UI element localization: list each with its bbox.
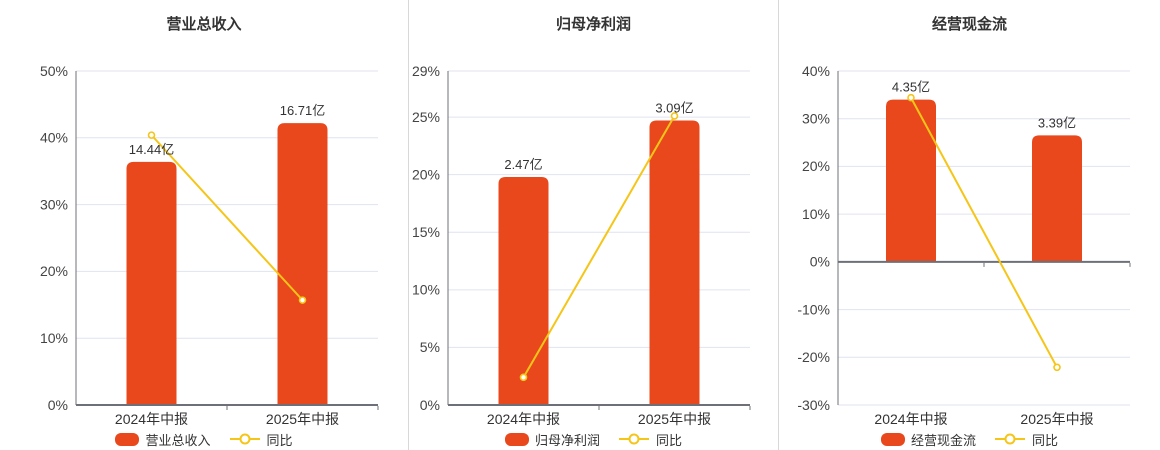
chart-title: 归母净利润 [555,16,631,33]
y-axis-tick-label: 10% [802,206,830,222]
legend-item-bar-series[interactable]: 营业总收入 [115,430,211,449]
y-axis-tick-label: 25% [412,109,440,125]
bar-value-label: 14.44亿 [129,142,175,157]
legend-bar-label: 经营现金流 [910,432,976,448]
chart-panel-operating-cash-flow: 经营现金流 40% 30% 20% 10% 0% -10% -20% -30% 4.35亿 3.3… [778,0,1160,450]
y-axis-tick-label: 50% [40,63,68,79]
yoy-line-marker [670,112,679,120]
yoy-line-marker [907,93,915,102]
chart-title: 经营现金流 [931,16,1007,33]
y-axis-tick-label: -20% [797,349,830,365]
bar-value-label: 4.35亿 [892,80,930,95]
y-axis-tick-label: 20% [412,166,440,182]
chart-panel-net-profit: 归母净利润 29% 25% 20% 15% 10% 5% 0% 2.47亿 3.09亿 2024年… [408,0,778,450]
yoy-line [150,134,304,301]
operating-cash-flow-chart-canvas: 40% 30% 20% 10% 0% -10% -20% -30% 4.35亿 3.39亿 2024… [797,63,1131,427]
y-axis-tick-label: -30% [797,397,830,413]
y-axis-tick-label: 40% [802,63,830,79]
y-axis-tick-label: 20% [40,263,68,279]
x-axis-category-label: 2024年中报 [115,411,188,427]
y-axis-tick-label: 0% [420,397,440,413]
y-axis-tick-label: 15% [412,224,440,240]
y-axis-tick-label: 0% [810,254,830,270]
bar-value-label: 3.39亿 [1038,115,1076,130]
y-axis-tick-label: 40% [40,130,68,146]
y-axis-tick-label: 10% [40,330,68,346]
y-axis-tick-label: 30% [40,196,68,212]
yoy-line-marker [298,296,307,304]
x-axis-category-label: 2024年中报 [874,411,947,427]
chart-panel-revenue: 营业总收入 50% 40% 30% 20% 10% 0% 14.44亿 16.71亿 2024年… [0,0,408,450]
y-axis-tick-label: 30% [802,110,830,126]
legend-item-bar-series[interactable]: 经营现金流 [880,430,976,449]
bar-series-swatch-icon [115,432,140,446]
x-axis-category-label: 2025年中报 [638,411,711,427]
yoy-line-marker [147,131,156,139]
x-axis-category-label: 2025年中报 [1020,411,1093,427]
bar-series-swatch-icon [504,432,529,446]
legend-item-line-series[interactable]: 同比 [618,430,682,449]
legend-bar-label: 营业总收入 [145,432,211,448]
chart-legend: 经营现金流 同比 [779,428,1160,450]
bar-series-swatch-icon [880,432,905,446]
y-axis-tick-label: -10% [797,301,830,317]
bar-value-label: 2.47亿 [504,157,542,172]
chart-title: 营业总收入 [166,16,242,33]
y-axis-tick-label: 0% [48,397,68,413]
legend-item-line-series[interactable]: 同比 [229,430,293,449]
bar [498,176,549,405]
yoy-line-icon [619,433,649,445]
y-axis-tick-label: 29% [412,63,440,79]
yoy-line-marker [519,373,528,382]
yoy-line [522,115,676,378]
revenue-chart-canvas: 50% 40% 30% 20% 10% 0% 14.44亿 16.71亿 2024年中报 2025… [40,63,379,427]
chart-legend: 营业总收入 同比 [0,428,408,450]
legend-line-label: 同比 [656,432,683,448]
legend-bar-label: 归母净利润 [534,432,600,448]
net-profit-chart-canvas: 29% 25% 20% 15% 10% 5% 0% 2.47亿 3.09亿 2024年中报 2025… [412,63,751,427]
legend-item-line-series[interactable]: 同比 [994,430,1058,449]
bar [886,99,936,262]
yoy-line [910,97,1058,368]
yoy-line-icon [229,433,260,445]
bar-value-label: 16.71亿 [280,103,326,118]
x-axis-category-label: 2024年中报 [487,411,560,427]
chart-legend: 归母净利润 同比 [409,428,778,450]
legend-line-label: 同比 [1032,432,1059,448]
y-axis-tick-label: 10% [412,282,440,298]
yoy-line-icon [995,433,1025,445]
bar [649,120,700,405]
y-axis-tick-label: 20% [802,158,830,174]
legend-line-label: 同比 [266,432,293,448]
x-axis-category-label: 2025年中报 [266,411,339,427]
yoy-line-marker [1053,363,1061,372]
bar [277,123,328,405]
legend-item-bar-series[interactable]: 归母净利润 [504,430,600,449]
bar [126,161,177,405]
bar [1032,135,1082,262]
y-axis-tick-label: 5% [420,339,440,355]
bar-value-label: 3.09亿 [655,101,693,116]
